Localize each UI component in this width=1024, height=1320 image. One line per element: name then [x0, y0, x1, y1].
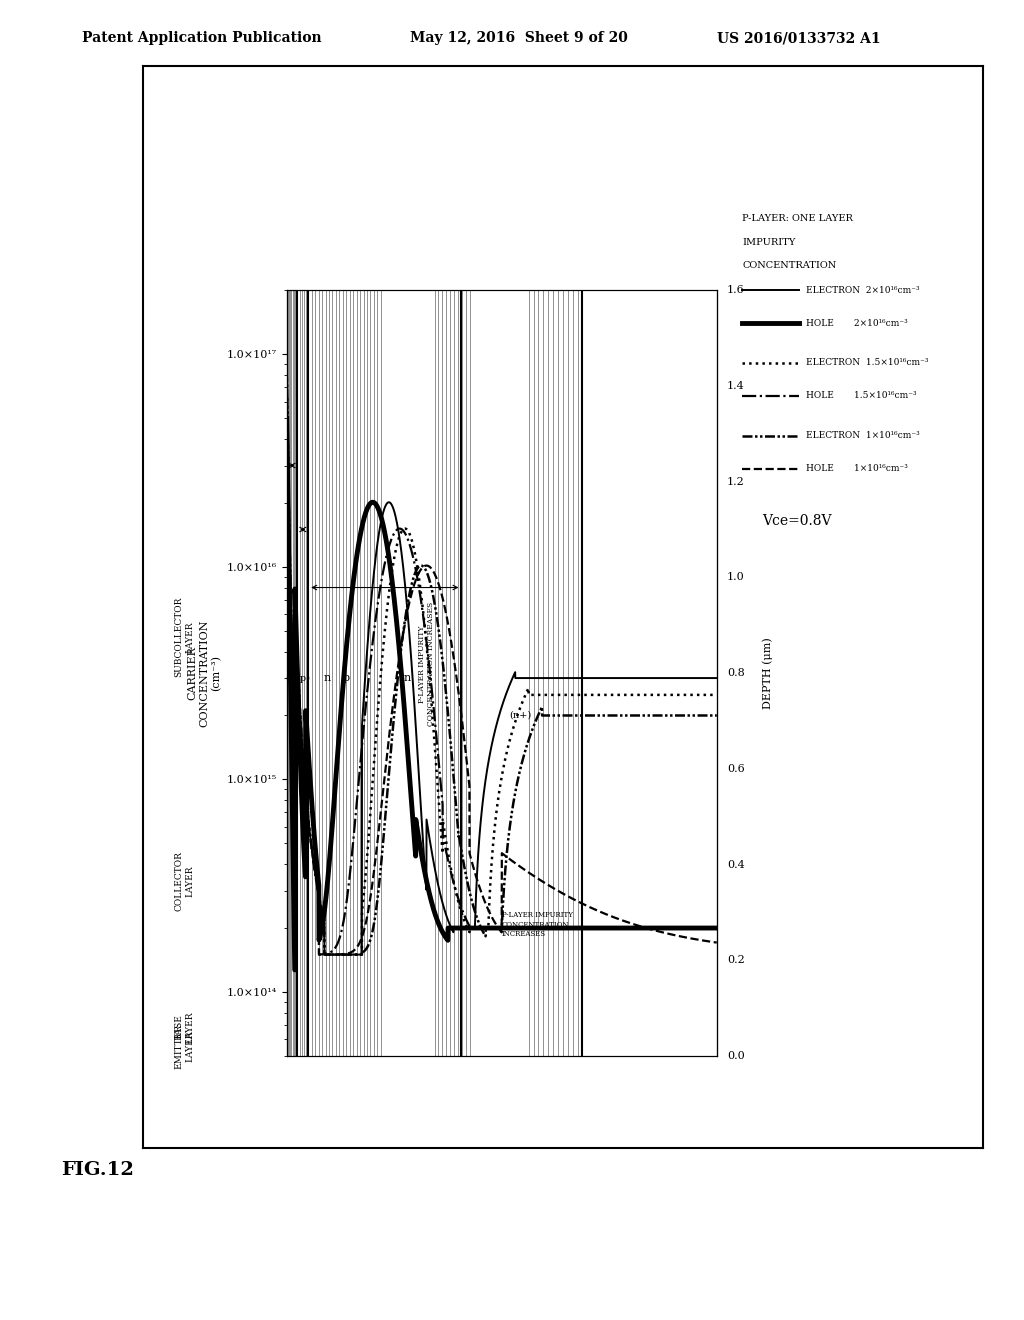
hole 2e16 — [656, 920, 669, 936]
Text: HOLE       2×10¹⁶cm⁻³: HOLE 2×10¹⁶cm⁻³ — [806, 319, 908, 327]
Text: Vce=0.8V: Vce=0.8V — [762, 515, 831, 528]
Line: hole 2e16: hole 2e16 — [287, 418, 717, 970]
e 1e16 — [445, 748, 458, 764]
e 2e16 — [702, 671, 715, 686]
Text: 1.0: 1.0 — [727, 573, 744, 582]
Line: e 1e16: e 1e16 — [287, 372, 717, 954]
e 2e16 — [656, 671, 669, 686]
Text: 1.4: 1.4 — [727, 381, 744, 391]
hole 2e16 — [702, 920, 715, 936]
Text: (p): (p) — [296, 673, 310, 682]
hole 2e16 — [355, 521, 368, 537]
hole 1e16 — [711, 935, 723, 950]
Text: ELECTRON  1×10¹⁶cm⁻³: ELECTRON 1×10¹⁶cm⁻³ — [806, 432, 920, 440]
hole 2e16 — [464, 920, 476, 936]
e 1.5e16 — [702, 686, 715, 702]
Text: 0.0: 0.0 — [727, 1051, 744, 1061]
Line: hole 1.5e16: hole 1.5e16 — [287, 418, 717, 970]
e 1e16 — [281, 364, 293, 380]
hole 1.5e16 — [702, 920, 715, 936]
Text: May 12, 2016  Sheet 9 of 20: May 12, 2016 Sheet 9 of 20 — [410, 32, 628, 45]
e 1.5e16 — [656, 686, 669, 702]
Text: 0.2: 0.2 — [727, 956, 744, 965]
e 2e16 — [464, 920, 476, 936]
e 1.5e16 — [445, 865, 458, 880]
hole 1e16 — [355, 931, 368, 946]
Text: CONCENTRATION: CONCENTRATION — [742, 260, 837, 269]
Text: DEPTH (μm): DEPTH (μm) — [763, 638, 773, 709]
hole 1e16 — [330, 946, 342, 962]
Text: (n): (n) — [285, 673, 299, 682]
e 1.5e16 — [355, 946, 368, 962]
Text: ELECTRON  2×10¹⁶cm⁻³: ELECTRON 2×10¹⁶cm⁻³ — [806, 286, 920, 294]
Line: e 1.5e16: e 1.5e16 — [287, 372, 717, 954]
Text: BASE
LAYER: BASE LAYER — [175, 1011, 194, 1043]
Text: HOLE       1.5×10¹⁶cm⁻³: HOLE 1.5×10¹⁶cm⁻³ — [806, 392, 916, 400]
hole 1e16 — [464, 849, 476, 865]
hole 2e16 — [445, 920, 458, 936]
Text: Patent Application Publication: Patent Application Publication — [82, 32, 322, 45]
Text: 1.6: 1.6 — [727, 285, 744, 296]
Text: FIG.12: FIG.12 — [61, 1160, 134, 1179]
hole 2e16 — [711, 920, 723, 936]
e 2e16 — [318, 946, 331, 962]
e 1e16 — [702, 708, 715, 723]
Text: ELECTRON  1.5×10¹⁶cm⁻³: ELECTRON 1.5×10¹⁶cm⁻³ — [806, 359, 929, 367]
hole 1.5e16 — [711, 920, 723, 936]
hole 1.5e16 — [656, 920, 669, 936]
Text: 0.6: 0.6 — [727, 764, 744, 774]
e 1e16 — [464, 887, 476, 903]
e 2e16 — [330, 946, 342, 962]
e 1e16 — [711, 708, 723, 723]
Text: 0.8: 0.8 — [727, 668, 744, 678]
hole 1.5e16 — [289, 962, 301, 978]
Text: US 2016/0133732 A1: US 2016/0133732 A1 — [717, 32, 881, 45]
Text: 0.4: 0.4 — [727, 859, 744, 870]
Text: SUBCOLLECTOR
LAYER: SUBCOLLECTOR LAYER — [175, 597, 194, 677]
Text: n: n — [404, 673, 412, 682]
e 1e16 — [330, 946, 342, 962]
hole 2e16 — [330, 770, 342, 785]
e 2e16 — [711, 671, 723, 686]
e 2e16 — [445, 921, 458, 937]
hole 1.5e16 — [281, 411, 293, 426]
Line: e 2e16: e 2e16 — [287, 372, 717, 954]
Text: EMITTER
LAYER: EMITTER LAYER — [175, 1024, 194, 1069]
Text: p: p — [342, 673, 349, 682]
hole 1.5e16 — [330, 939, 342, 954]
e 1.5e16 — [330, 946, 342, 962]
e 1.5e16 — [318, 946, 331, 962]
hole 2e16 — [281, 411, 293, 426]
Text: P-LAYER: ONE LAYER: P-LAYER: ONE LAYER — [742, 214, 853, 223]
e 2e16 — [355, 946, 368, 962]
e 1.5e16 — [711, 686, 723, 702]
e 2e16 — [281, 364, 293, 380]
hole 1e16 — [289, 962, 301, 978]
Y-axis label: CARRIER
CONCENTRATION
(cm⁻³): CARRIER CONCENTRATION (cm⁻³) — [187, 619, 221, 727]
Text: (n+): (n+) — [510, 711, 531, 719]
Text: P-LAYER IMPURITY
CONCENTRATION
INCREASES: P-LAYER IMPURITY CONCENTRATION INCREASES — [502, 911, 572, 937]
hole 1.5e16 — [355, 743, 368, 759]
e 1.5e16 — [464, 920, 476, 936]
hole 1e16 — [656, 924, 669, 940]
hole 1e16 — [281, 411, 293, 426]
Text: IMPURITY: IMPURITY — [742, 238, 796, 247]
hole 1.5e16 — [464, 920, 476, 936]
hole 1e16 — [702, 933, 715, 949]
e 1e16 — [355, 946, 368, 962]
Text: P-LAYER IMPURITY
CONCENTRATION INCREASES: P-LAYER IMPURITY CONCENTRATION INCREASES — [418, 602, 435, 726]
e 1e16 — [318, 946, 331, 962]
hole 1e16 — [445, 638, 458, 653]
Line: hole 1e16: hole 1e16 — [287, 418, 717, 970]
Text: 1.2: 1.2 — [727, 477, 744, 487]
e 1.5e16 — [281, 364, 293, 380]
e 1e16 — [656, 708, 669, 723]
Text: COLLECTOR
LAYER: COLLECTOR LAYER — [175, 851, 194, 911]
Text: HOLE       1×10¹⁶cm⁻³: HOLE 1×10¹⁶cm⁻³ — [806, 465, 908, 473]
Text: n: n — [324, 673, 331, 682]
hole 1.5e16 — [445, 867, 458, 883]
hole 2e16 — [289, 962, 301, 978]
